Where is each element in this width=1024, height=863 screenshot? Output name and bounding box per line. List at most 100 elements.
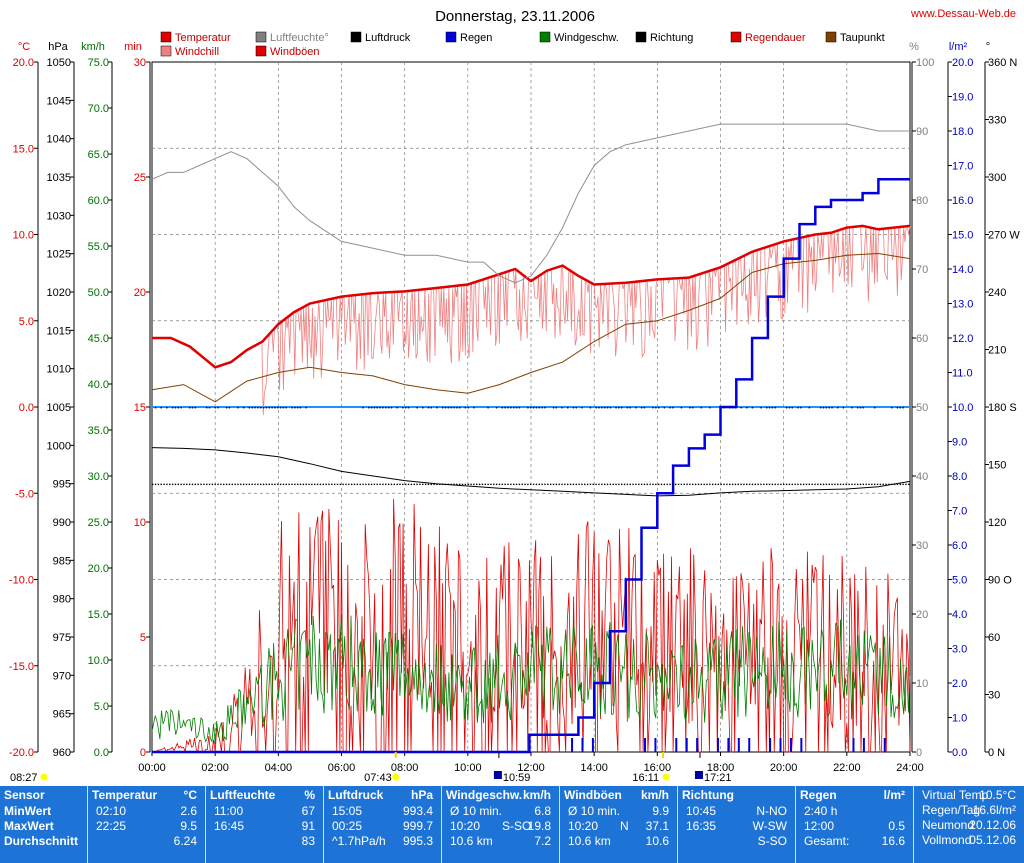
col-title: Regen <box>800 788 837 802</box>
pressure-tick-label: 1000 <box>47 440 71 452</box>
direction-point <box>643 483 646 486</box>
legend-swatch <box>539 31 551 43</box>
cell-time: 11:00 <box>214 804 244 818</box>
info-label: Virtual Temp <box>922 788 989 802</box>
site-link[interactable]: www.Dessau-Web.de <box>910 8 1016 20</box>
direction-point <box>152 483 154 486</box>
direction-point <box>828 483 830 486</box>
direction-point <box>862 483 865 486</box>
direction-point <box>606 407 609 409</box>
direction-point <box>277 483 279 486</box>
direction-point <box>606 483 609 486</box>
cell-time: 10:20 <box>450 819 481 833</box>
direction-point <box>609 407 612 409</box>
direction-point <box>424 483 427 486</box>
legend-swatch <box>635 31 647 43</box>
direction-point <box>174 483 177 486</box>
direction-point <box>845 483 847 486</box>
direction-point <box>834 483 836 486</box>
rain-tick-label: 16.0 <box>952 195 973 207</box>
direction-point <box>859 407 862 409</box>
legend-label: Temperatur <box>175 32 231 44</box>
direction-point <box>487 483 489 486</box>
direction-tick-label: 60 <box>988 632 1000 644</box>
cell-value: 995.3 <box>402 834 433 848</box>
direction-point <box>601 483 603 486</box>
duration-tick-label: 15 <box>134 402 146 414</box>
col-regen: Regen l/m² 2:40 h 12:00 0.5 Gesamt: 16.6 <box>796 786 914 863</box>
direction-point <box>822 407 825 409</box>
direction-point <box>515 483 518 486</box>
direction-point <box>390 483 393 486</box>
direction-point <box>441 407 444 409</box>
direction-point <box>592 483 594 486</box>
direction-point <box>277 407 279 409</box>
temp-tick-label: -5.0 <box>15 488 34 500</box>
direction-point <box>567 483 569 486</box>
direction-point <box>504 483 506 486</box>
cell-time: Gesamt: <box>804 834 850 848</box>
direction-point <box>402 407 404 409</box>
legend-label: Windböen <box>270 46 320 58</box>
pressure-tick-label: 1040 <box>47 134 71 146</box>
direction-point <box>470 483 472 486</box>
direction-point <box>771 407 774 409</box>
direction-point <box>487 407 489 409</box>
direction-point <box>265 483 268 486</box>
direction-point <box>441 483 444 486</box>
direction-point <box>251 483 253 486</box>
direction-point <box>669 483 671 486</box>
rain-tick-label: 3.0 <box>952 644 967 656</box>
rain-tick-label: 12.0 <box>952 333 973 345</box>
direction-point <box>433 483 435 486</box>
direction-point <box>575 483 577 486</box>
direction-point <box>262 483 265 486</box>
direction-point <box>657 407 660 409</box>
direction-point <box>549 483 552 486</box>
pressure-tick-label: 1015 <box>47 325 71 337</box>
direction-point <box>862 407 865 409</box>
wind-tick-label: 40.0 <box>88 379 109 391</box>
col-richtung: Richtung 10:45 N-NO 16:35 W-SW S-SO <box>678 786 796 863</box>
axis-unit-label: ° <box>986 41 990 53</box>
duration-tick-label: 20 <box>134 287 146 299</box>
legend-label: Regendauer <box>745 32 806 44</box>
direction-point <box>652 407 654 409</box>
humidity-tick-label: 30 <box>916 540 928 552</box>
direction-point <box>191 407 194 409</box>
direction-point <box>225 407 228 409</box>
direction-point <box>601 407 603 409</box>
direction-point <box>379 407 381 409</box>
direction-point <box>370 483 373 486</box>
info-row: Regen/Tag 16.6l/m² <box>918 803 1020 818</box>
direction-point <box>311 483 313 486</box>
direction-point <box>208 407 211 409</box>
direction-point <box>444 483 447 486</box>
cell-time: 2:40 h <box>804 804 838 818</box>
humidity-tick-label: 90 <box>916 126 928 138</box>
x-tick-label: 08:00 <box>391 762 419 774</box>
col-temperatur: Temperatur °C 02:10 2.6 22:25 9.5 6.24 <box>88 786 206 863</box>
duration-tick-label: 0 <box>140 747 146 759</box>
cell-time: 10:20 <box>568 819 599 833</box>
direction-point <box>416 407 418 409</box>
direction-point <box>458 483 461 486</box>
direction-point <box>177 407 179 409</box>
direction-point <box>288 483 290 486</box>
moon-set-label: 17:21 <box>704 772 732 784</box>
direction-point <box>680 407 683 409</box>
wind-tick-label: 75.0 <box>88 57 109 69</box>
direction-point <box>220 483 222 486</box>
direction-point <box>376 407 378 409</box>
direction-point <box>180 407 182 409</box>
direction-point <box>598 483 600 486</box>
rain-tick-label: 1.0 <box>952 713 967 725</box>
direction-point <box>885 483 887 486</box>
direction-point <box>555 407 558 409</box>
direction-point <box>689 407 691 409</box>
direction-tick-label: 150 <box>988 460 1006 472</box>
direction-point <box>285 407 287 409</box>
direction-point <box>595 407 597 409</box>
direction-point <box>564 483 566 486</box>
sun-icon <box>40 773 48 781</box>
